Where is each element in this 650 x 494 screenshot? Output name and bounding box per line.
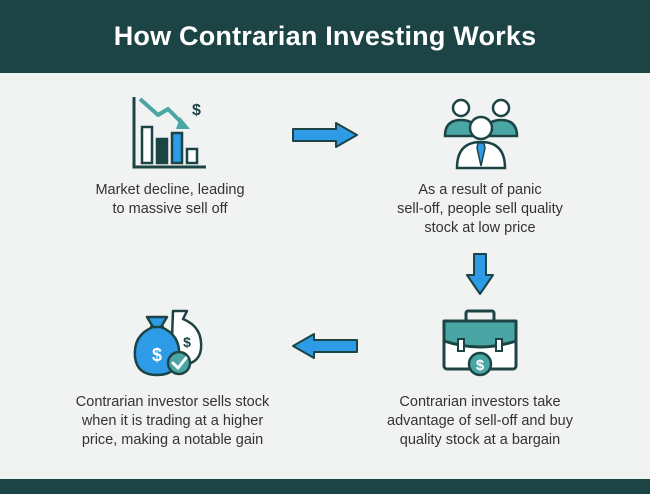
briefcase-dollar-icon: $ <box>442 309 518 377</box>
header-banner: How Contrarian Investing Works <box>0 0 650 73</box>
step-4-text: Contrarian investor sells stock when it … <box>75 394 270 448</box>
money-bags-icon: $ $ <box>133 309 203 377</box>
people-group-icon <box>443 98 519 170</box>
svg-text:$: $ <box>476 357 485 374</box>
step-2-text: As a result of panic sell-off, people se… <box>397 182 563 236</box>
svg-text:$: $ <box>192 102 201 119</box>
arrow-down <box>466 253 494 295</box>
footer-bar <box>0 479 650 494</box>
declining-chart-icon: $ <box>132 97 206 169</box>
step-1-text: Market decline, leading to massive sell … <box>95 182 245 217</box>
arrow-left <box>292 333 358 359</box>
svg-text:$: $ <box>183 334 191 350</box>
step-3-text: Contrarian investors take advantage of s… <box>387 394 573 448</box>
page-title: How Contrarian Investing Works <box>113 21 537 51</box>
svg-text:$: $ <box>152 345 162 365</box>
arrow-right-1 <box>292 122 358 148</box>
